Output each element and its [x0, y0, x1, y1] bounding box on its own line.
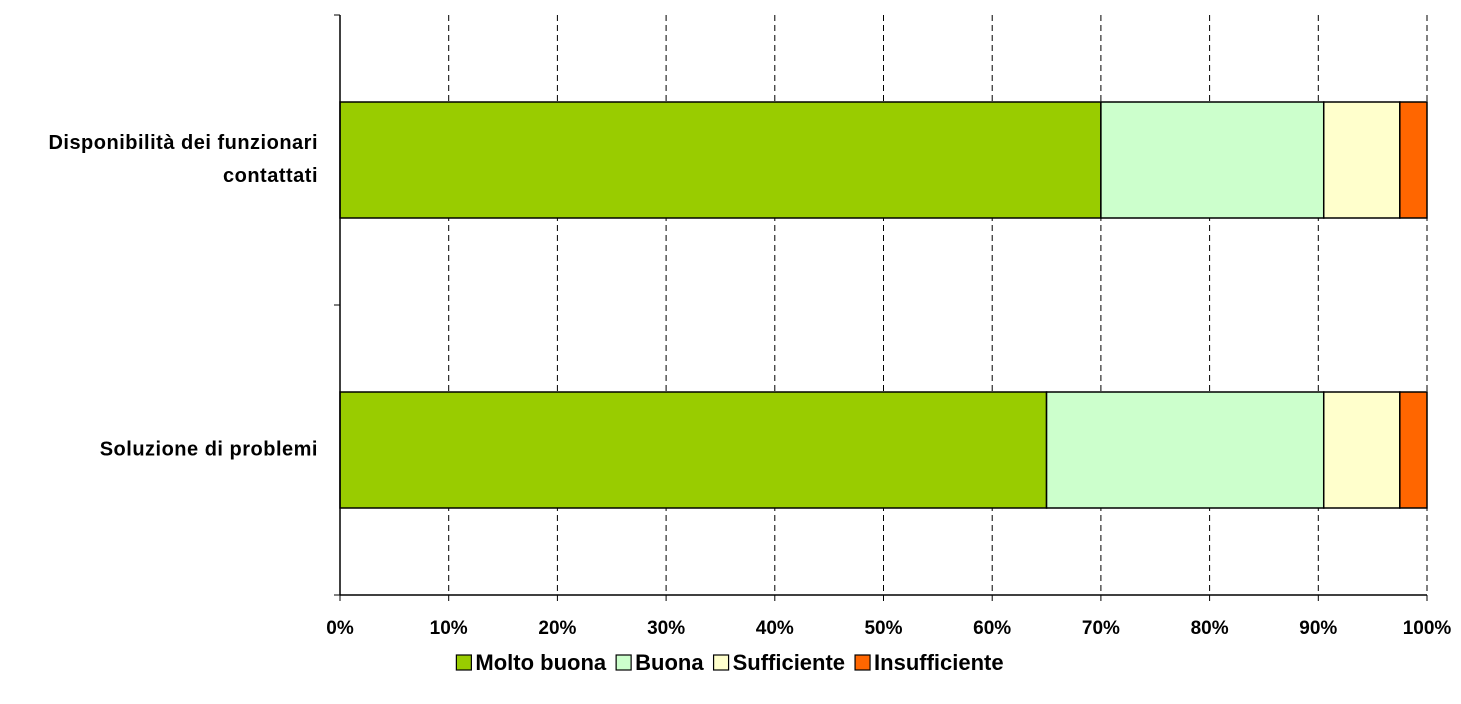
legend-label: Molto buona: [475, 650, 607, 675]
bar-segment: [1322, 391, 1401, 509]
bar-segment: [339, 101, 1102, 219]
legend-label: Sufficiente: [733, 650, 845, 675]
x-tick-label: 30%: [647, 618, 685, 639]
x-tick-label: 20%: [538, 618, 576, 639]
category-label: Soluzione di problemi: [99, 438, 318, 461]
bar-segment: [1322, 101, 1401, 219]
x-tick-label: 70%: [1082, 618, 1120, 639]
x-tick-label: 100%: [1403, 618, 1452, 639]
x-tick-label: 10%: [430, 618, 468, 639]
bar-segment: [339, 391, 1048, 509]
legend-swatch: [854, 654, 871, 671]
bar-segment: [1045, 391, 1325, 509]
x-tick-label: 90%: [1299, 618, 1337, 639]
legend-label: Buona: [635, 650, 704, 675]
legend-label: Insufficiente: [874, 650, 1004, 675]
x-tick-label: 0%: [326, 618, 354, 639]
x-tick-label: 40%: [756, 618, 794, 639]
bar-segment: [1399, 391, 1428, 509]
category-label: Disponibilità dei funzionari contattati: [48, 132, 318, 187]
x-tick-label: 80%: [1191, 618, 1229, 639]
legend-swatch: [615, 654, 632, 671]
legend-swatch: [712, 654, 730, 671]
x-tick-label: 50%: [864, 618, 902, 639]
legend-swatch: [455, 654, 472, 671]
x-tick-label: 60%: [973, 618, 1011, 639]
bar-segment: [1399, 101, 1428, 219]
bar-segment: [1100, 101, 1325, 219]
